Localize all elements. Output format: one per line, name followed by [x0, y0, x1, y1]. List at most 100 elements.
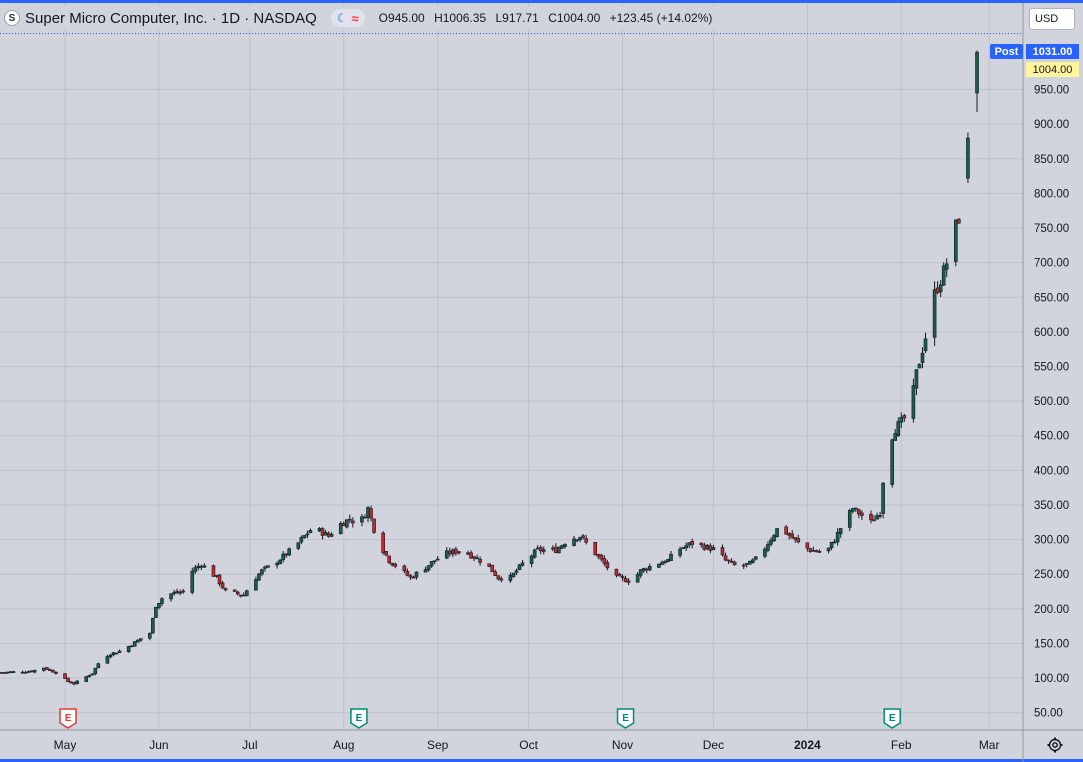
candle-body[interactable] — [87, 675, 92, 677]
candle-body[interactable] — [214, 575, 219, 577]
candle-body[interactable] — [914, 369, 919, 389]
candle-body[interactable] — [466, 552, 470, 555]
candle-body[interactable] — [472, 556, 476, 559]
candle-body[interactable] — [138, 638, 143, 641]
candle-body[interactable] — [45, 667, 49, 670]
candle-body[interactable] — [787, 533, 791, 536]
candle-body[interactable] — [114, 652, 119, 655]
candle-body[interactable] — [93, 667, 98, 675]
candle-body[interactable] — [944, 263, 949, 270]
candle-body[interactable] — [263, 566, 267, 569]
candle-body[interactable] — [317, 527, 322, 532]
candle-body[interactable] — [308, 530, 313, 534]
candle-body[interactable] — [754, 556, 758, 560]
candle-body[interactable] — [666, 559, 670, 563]
candle-body[interactable] — [181, 590, 185, 593]
candle-body[interactable] — [366, 507, 370, 518]
candle-body[interactable] — [772, 535, 776, 542]
candle-body[interactable] — [872, 519, 876, 522]
candle-body[interactable] — [660, 562, 664, 566]
candle-body[interactable] — [723, 555, 728, 561]
candle-body[interactable] — [126, 646, 131, 653]
candle-body[interactable] — [369, 508, 373, 519]
candle-body[interactable] — [705, 544, 710, 550]
candle-body[interactable] — [254, 579, 258, 591]
market-status-pill[interactable]: ☾ ≈ — [330, 9, 365, 27]
candle-body[interactable] — [850, 508, 855, 512]
candle-body[interactable] — [720, 547, 725, 556]
symbol-title[interactable]: Super Micro Computer, Inc. · 1D · NASDAQ — [25, 9, 317, 27]
candle-body[interactable] — [63, 673, 67, 679]
candle-body[interactable] — [599, 554, 604, 560]
candle-body[interactable] — [299, 537, 304, 543]
candle-body[interactable] — [360, 516, 364, 523]
candle-body[interactable] — [687, 542, 691, 546]
candle-body[interactable] — [351, 520, 355, 524]
candle-body[interactable] — [32, 669, 37, 673]
candle-body[interactable] — [72, 682, 76, 685]
candle-body[interactable] — [175, 591, 179, 594]
candle-body[interactable] — [387, 555, 392, 564]
gear-icon[interactable] — [1047, 737, 1063, 753]
candle-body[interactable] — [854, 507, 858, 510]
earnings-marker-icon[interactable] — [350, 708, 368, 729]
candle-body[interactable] — [338, 523, 343, 535]
candle-body[interactable] — [426, 565, 431, 571]
candle-body[interactable] — [881, 482, 885, 514]
candle-body[interactable] — [202, 565, 207, 568]
candle-body[interactable] — [857, 509, 861, 515]
candle-body[interactable] — [84, 676, 89, 682]
candle-body[interactable] — [478, 558, 482, 563]
candle-body[interactable] — [220, 582, 225, 589]
candle-body[interactable] — [66, 677, 70, 682]
candle-body[interactable] — [75, 680, 79, 684]
candle-body[interactable] — [451, 549, 455, 555]
candle-body[interactable] — [390, 562, 395, 566]
candle-body[interactable] — [602, 558, 607, 564]
candle-body[interactable] — [663, 561, 667, 564]
candle-body[interactable] — [638, 569, 643, 576]
candle-body[interactable] — [975, 51, 979, 94]
candle-body[interactable] — [623, 578, 628, 583]
candle-body[interactable] — [469, 552, 473, 559]
candle-body[interactable] — [560, 545, 564, 549]
candle-body[interactable] — [444, 550, 449, 559]
candle-body[interactable] — [702, 544, 707, 550]
candle-body[interactable] — [832, 541, 837, 544]
candle-body[interactable] — [923, 338, 928, 352]
candle-body[interactable] — [808, 548, 813, 552]
candle-body[interactable] — [532, 549, 537, 558]
candle-body[interactable] — [941, 265, 946, 286]
candle-body[interactable] — [575, 539, 579, 542]
candle-body[interactable] — [475, 557, 479, 560]
candle-body[interactable] — [217, 574, 222, 585]
candle-body[interactable] — [647, 566, 652, 571]
candle-body[interactable] — [329, 534, 334, 537]
candle-body[interactable] — [917, 363, 922, 369]
candle-body[interactable] — [511, 572, 516, 577]
candle-body[interactable] — [514, 570, 519, 573]
candle-body[interactable] — [814, 550, 819, 553]
candle-body[interactable] — [278, 559, 282, 565]
candle-body[interactable] — [932, 289, 937, 338]
candle-body[interactable] — [111, 652, 116, 655]
candle-body[interactable] — [129, 645, 134, 648]
candle-body[interactable] — [423, 569, 428, 573]
candle-body[interactable] — [266, 565, 270, 568]
candle-body[interactable] — [148, 632, 152, 639]
candle-body[interactable] — [105, 656, 110, 664]
candle-body[interactable] — [826, 547, 831, 552]
candle-body[interactable] — [538, 547, 543, 552]
candle-body[interactable] — [199, 565, 204, 568]
candle-body[interactable] — [363, 516, 367, 519]
candle-body[interactable] — [554, 546, 558, 553]
candle-body[interactable] — [241, 594, 246, 597]
candle-body[interactable] — [69, 681, 73, 684]
candle-body[interactable] — [196, 565, 201, 569]
candle-body[interactable] — [26, 671, 31, 673]
candle-body[interactable] — [541, 549, 546, 552]
candle-body[interactable] — [529, 555, 534, 564]
candle-body[interactable] — [487, 563, 492, 567]
earnings-marker-icon[interactable] — [616, 708, 635, 729]
candle-body[interactable] — [938, 284, 943, 293]
